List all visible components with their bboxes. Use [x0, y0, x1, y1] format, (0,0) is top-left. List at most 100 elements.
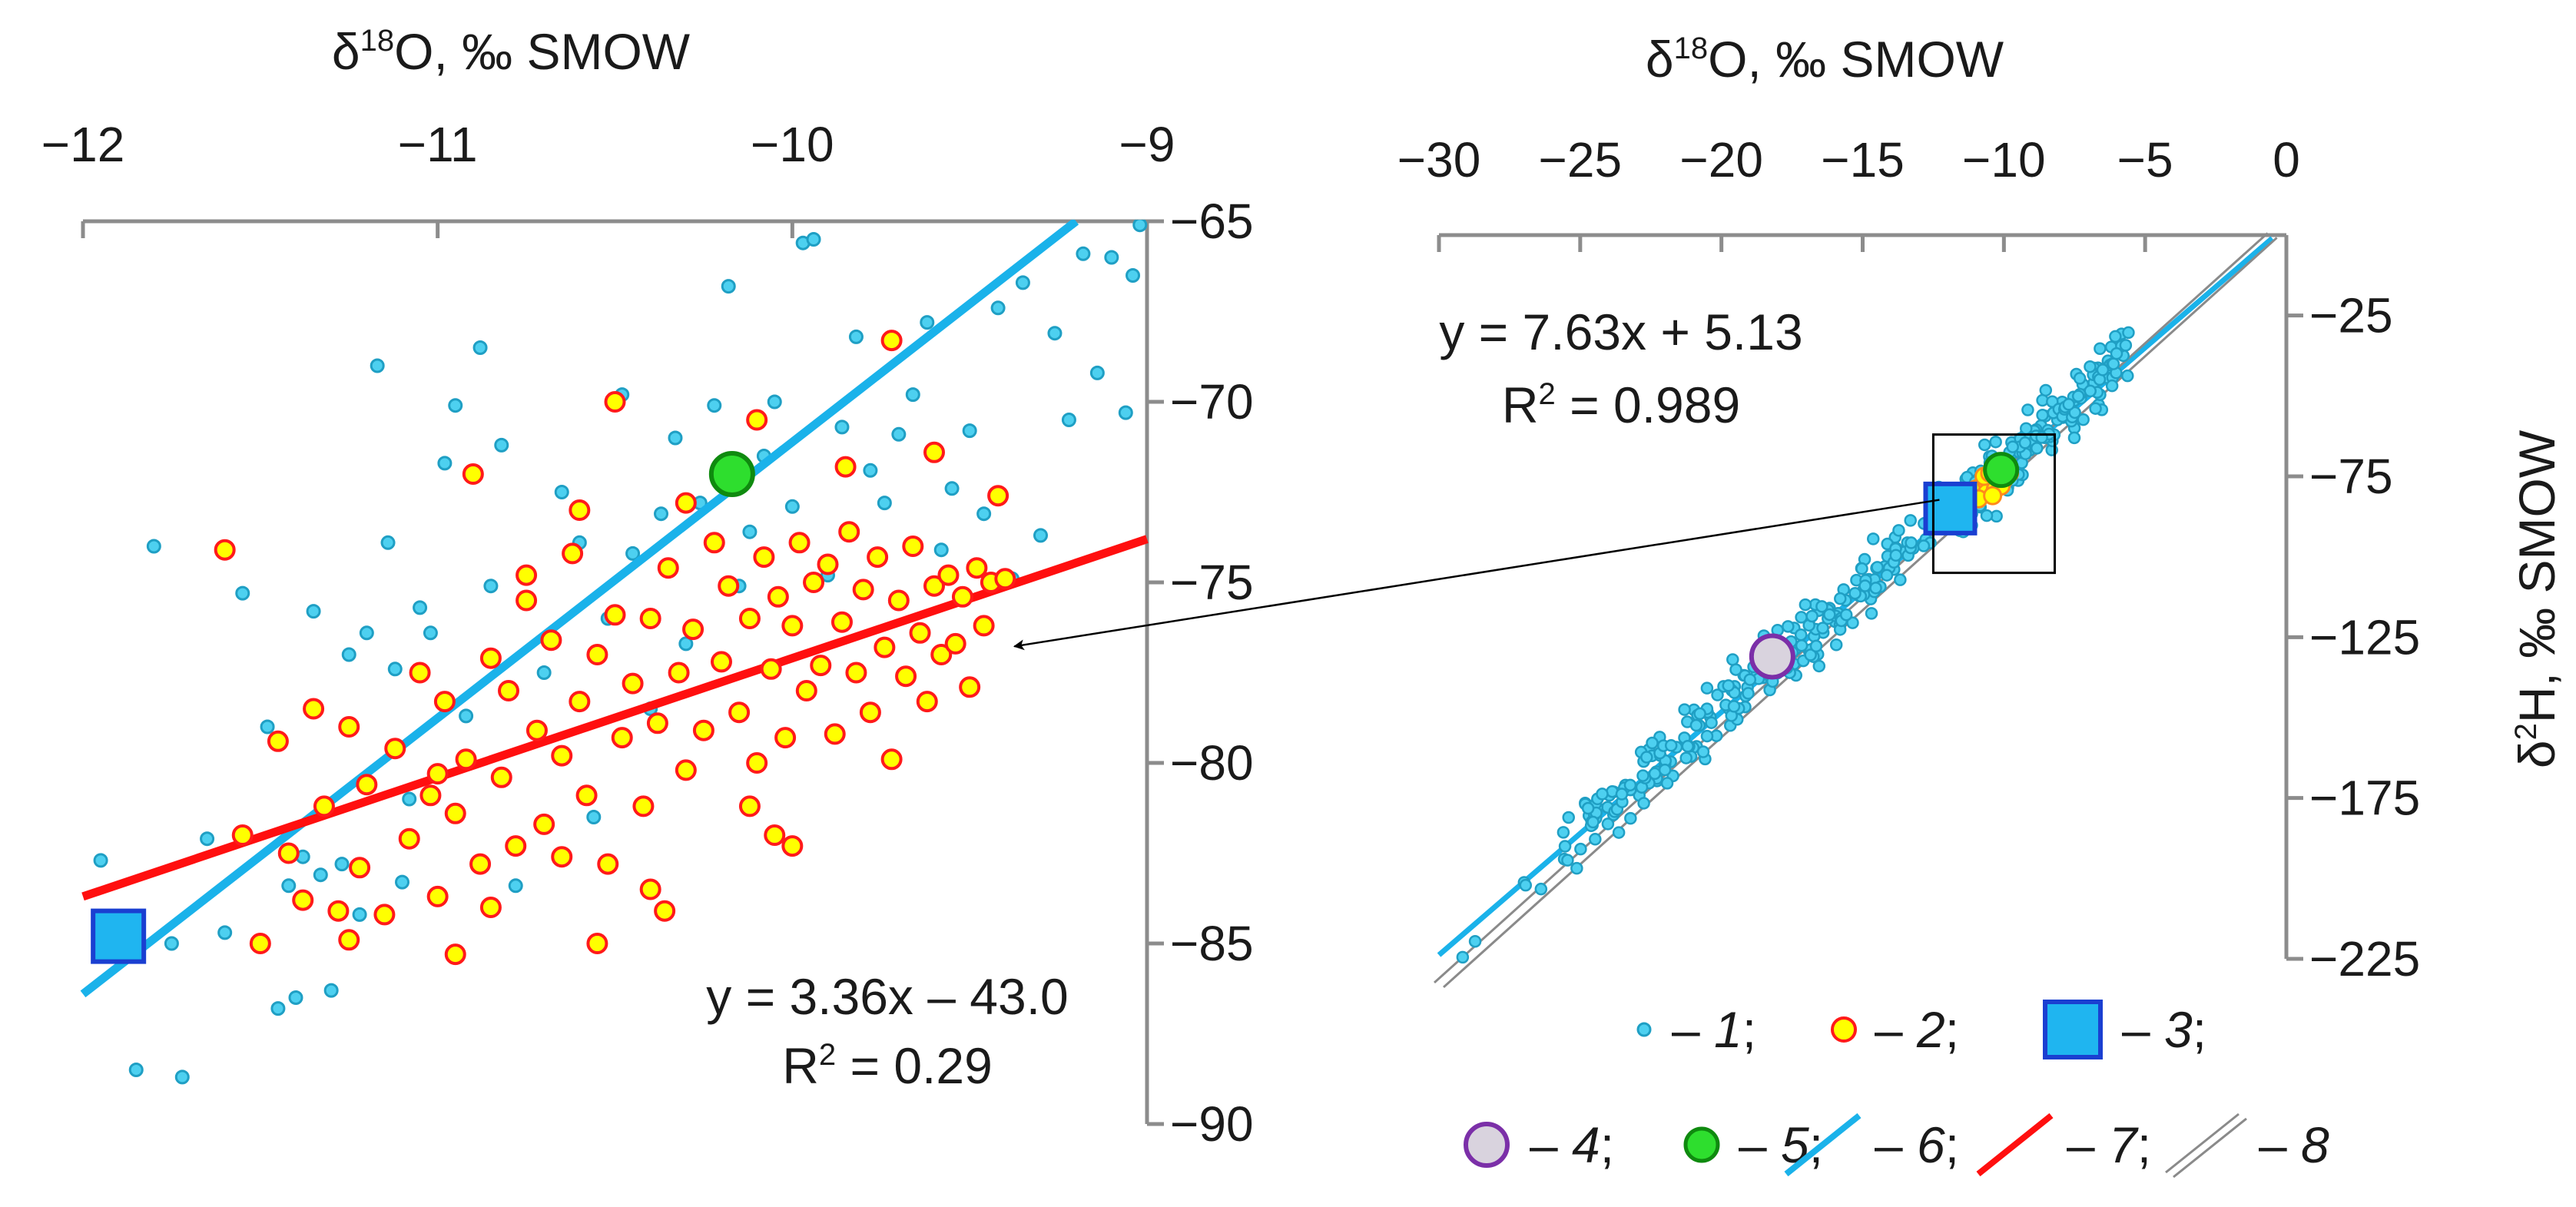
left-point-2: [639, 608, 661, 629]
right-point-1: [1637, 797, 1650, 810]
left-point-1: [306, 604, 321, 619]
left-point-1: [483, 579, 499, 594]
right-point-1: [1889, 549, 1902, 562]
left-point-1: [352, 907, 367, 922]
left-point-1: [288, 990, 303, 1005]
right-point-1: [2036, 409, 2049, 422]
left-point-1: [93, 853, 108, 868]
right-inset-box: [1931, 433, 2057, 575]
left-point-1: [625, 545, 641, 561]
legend-label-1: – 1;: [1672, 1001, 1756, 1058]
left-point-1: [933, 542, 949, 558]
right-point-1: [1658, 763, 1672, 777]
left-x-tick-label: −10: [751, 117, 834, 172]
left-point-1: [920, 315, 935, 330]
right-point-1: [1574, 842, 1587, 856]
left-point-1: [1015, 275, 1030, 290]
right-point-4: [1749, 633, 1795, 680]
legend-item-2: – 2;: [1831, 1001, 1959, 1058]
legend-label-2: – 2;: [1875, 1001, 1959, 1058]
left-point-2: [516, 589, 538, 612]
right-point-1: [1601, 817, 1615, 831]
left-point-1: [554, 485, 569, 499]
left-point-2: [692, 719, 714, 741]
legend-marker-3: [2043, 1000, 2103, 1059]
right-y-tick-label: −125: [2309, 609, 2420, 665]
left-point-1: [1118, 405, 1133, 420]
left-point-2: [604, 391, 626, 413]
left-equation: y = 3.36x – 43.0: [706, 968, 1069, 1025]
left-point-2: [505, 835, 527, 857]
right-point-1: [1689, 718, 1703, 732]
right-point-1: [1615, 788, 1629, 801]
left-point-1: [1104, 250, 1119, 265]
legend: – 1; – 2; – 3; – 4; – 5; – 6; – 7; – 8: [1464, 1000, 2329, 1179]
left-point-1: [508, 878, 523, 894]
right-point-1: [1799, 598, 1812, 612]
right-point-1: [1596, 788, 1609, 801]
right-point-1: [2094, 342, 2107, 356]
legend-label-5: – 5;: [1739, 1116, 1823, 1173]
left-y-tick-label: −70: [1170, 374, 1254, 429]
left-point-1: [654, 506, 669, 522]
right-point-1: [1848, 586, 1862, 600]
right-point-5: [1983, 452, 2020, 489]
left-series-1: [93, 220, 1148, 1085]
left-point-1: [395, 874, 409, 890]
left-point-1: [863, 463, 878, 478]
left-point-2: [738, 795, 761, 817]
left-point-1: [423, 625, 438, 641]
left-point-2: [604, 604, 626, 626]
legend-item-3: – 3;: [2043, 1000, 2206, 1059]
right-point-1: [1869, 582, 1882, 595]
right-point-1: [1722, 679, 1736, 692]
right-point-1: [1679, 751, 1692, 764]
right-point-1: [1905, 536, 1918, 549]
left-point-2: [292, 889, 314, 911]
right-point-1: [1867, 532, 1880, 545]
left-tick-labels: −12 −11 −10 −9 −65 −70 −75 −80 −85 −90: [41, 117, 1254, 1152]
left-point-2: [916, 691, 938, 713]
legend-label-8: – 8: [2259, 1116, 2329, 1173]
right-point-1: [2119, 339, 2133, 352]
right-point-1: [2121, 369, 2134, 383]
left-point-1: [217, 925, 233, 940]
right-tick-labels: −30 −25 −20 −15 −10 −5 0 −25 −75 −125 −175 −225: [1397, 132, 2420, 986]
right-point-1: [1858, 579, 1871, 592]
left-point-2: [373, 904, 396, 926]
left-point-2: [384, 738, 406, 760]
legend-label-7: – 7;: [2067, 1116, 2151, 1173]
left-point-2: [923, 575, 945, 597]
right-point-1: [1892, 524, 1905, 537]
legend-marker-5: [1683, 1126, 1720, 1163]
left-point-1: [1061, 413, 1076, 427]
left-point-2: [711, 651, 732, 673]
right-point-1: [1855, 562, 1868, 575]
left-point-2: [444, 802, 466, 824]
left-point-2: [249, 933, 271, 954]
left-point-2: [419, 784, 442, 807]
left-point-1: [536, 665, 552, 680]
left-point-2: [569, 691, 591, 713]
left-point-1: [313, 867, 328, 883]
legend-label-3: – 3;: [2122, 1001, 2206, 1058]
left-point-2: [987, 485, 1010, 507]
left-point-2: [880, 748, 903, 771]
right-point-1: [1468, 934, 1482, 948]
left-series-2: [214, 330, 1016, 966]
right-point-1: [1816, 622, 1829, 635]
left-point-2: [597, 853, 619, 875]
left-point-2: [788, 532, 811, 554]
left-point-2: [951, 585, 973, 608]
right-point-1: [1809, 639, 1823, 653]
left-y-tick-label: −75: [1170, 555, 1254, 610]
left-point-2: [874, 636, 896, 658]
left-point-1: [387, 662, 403, 677]
right-point-1: [1782, 620, 1795, 633]
left-point-1: [341, 647, 356, 662]
right-point-1: [1894, 573, 1907, 586]
right-point-1: [2084, 384, 2097, 398]
left-point-1: [1126, 268, 1141, 283]
left-point-2: [455, 748, 477, 771]
left-point-2: [973, 615, 995, 637]
